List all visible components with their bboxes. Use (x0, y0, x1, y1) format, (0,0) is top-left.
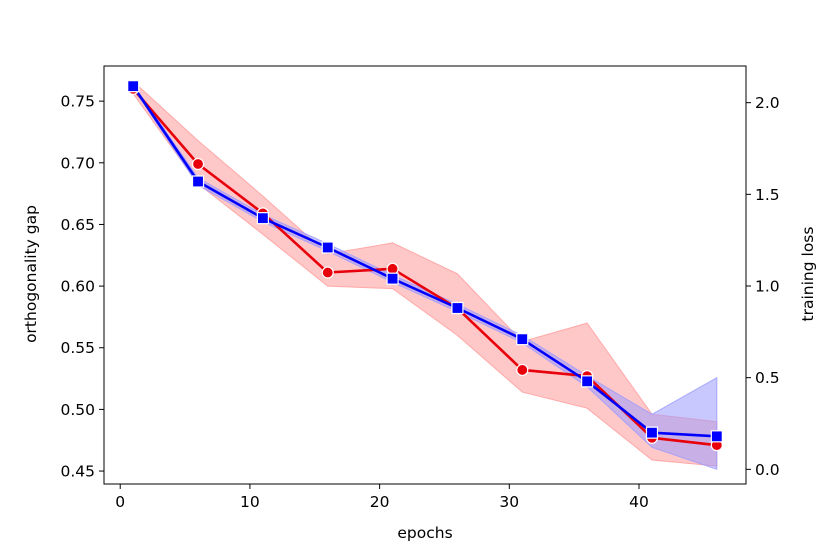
plot-frame (103, 65, 747, 485)
training-loss-point (191, 175, 205, 188)
orthogonality-gap-point (191, 157, 205, 171)
orthogonality-gap-point (516, 363, 529, 377)
right-y-tick-label: 0.5 (755, 369, 780, 387)
training-loss-line (131, 84, 719, 438)
training-loss-point (321, 241, 334, 254)
right-y-tick-label: 0.0 (755, 461, 780, 479)
left-y-tick-label: 0.65 (60, 216, 95, 234)
training-loss-point (386, 272, 399, 285)
series-markers (127, 80, 723, 452)
left-y-axis-label: orthogonality gap (22, 205, 40, 343)
x-tick-label: 40 (629, 493, 649, 511)
left-y-tick-label: 0.75 (60, 93, 95, 111)
training-loss-point (256, 212, 269, 225)
x-axis-label: epochs (397, 524, 452, 542)
left-y-tick-label: 0.50 (60, 401, 95, 419)
x-tick-label: 0 (115, 493, 125, 511)
x-axis-ticks: 0 10 20 30 40 (115, 484, 649, 511)
right-y-tick-label: 1.5 (755, 186, 780, 204)
right-y-axis-label: training loss (799, 227, 817, 322)
x-tick-label: 10 (240, 493, 260, 511)
left-y-axis-ticks: 0.45 0.50 0.55 0.60 0.65 0.70 0.75 (60, 93, 104, 481)
right-y-axis-ticks: 0.0 0.5 1.0 1.5 2.0 (746, 94, 780, 479)
training-loss-point (710, 430, 723, 443)
x-tick-label: 30 (499, 493, 519, 511)
left-y-tick-label: 0.60 (60, 278, 95, 296)
series-lines (131, 84, 719, 447)
left-y-tick-label: 0.45 (60, 463, 95, 481)
x-tick-label: 20 (370, 493, 390, 511)
left-y-tick-label: 0.55 (60, 339, 95, 357)
right-y-tick-label: 1.0 (755, 278, 780, 296)
training-loss-point (581, 375, 594, 388)
left-y-tick-label: 0.70 (60, 154, 95, 172)
training-loss-point (516, 333, 529, 346)
orthogonality-gap-point (321, 266, 334, 279)
right-y-tick-label: 2.0 (755, 94, 780, 112)
training-loss-point (127, 80, 140, 93)
training-loss-point (645, 426, 659, 439)
training-loss-point (451, 301, 464, 315)
